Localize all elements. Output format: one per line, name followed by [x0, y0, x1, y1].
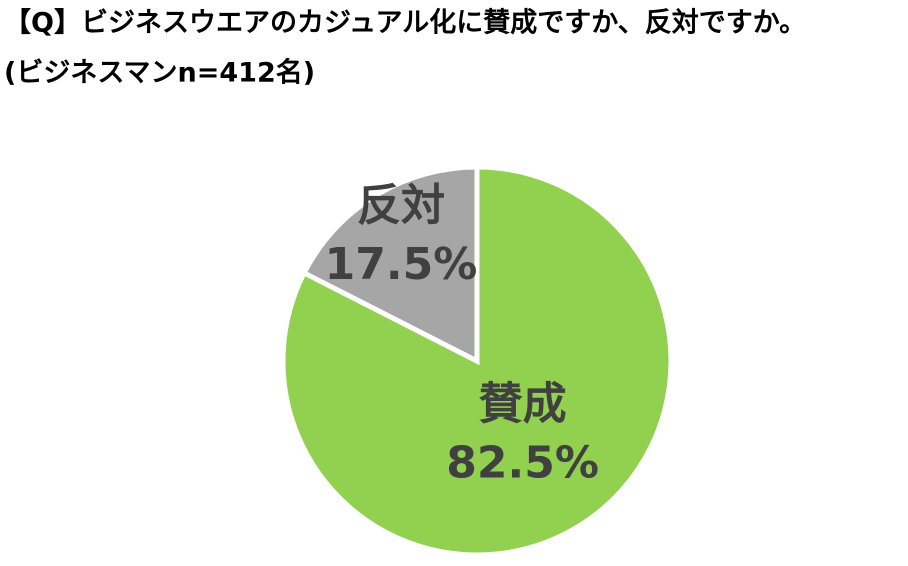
category-label: 反対: [357, 180, 445, 231]
category-label: 賛成: [479, 378, 567, 429]
data-label: 17.5%: [325, 239, 478, 290]
data-label: 82.5%: [446, 437, 599, 488]
chart-title: 【Q】ビジネスウエアのカジュアル化に賛成ですか、反対ですか。: [4, 8, 806, 39]
chart-subtitle: (ビジネスマンn=412名): [4, 57, 315, 89]
pie-slice: [280, 164, 674, 558]
pie-slice: [300, 164, 480, 366]
